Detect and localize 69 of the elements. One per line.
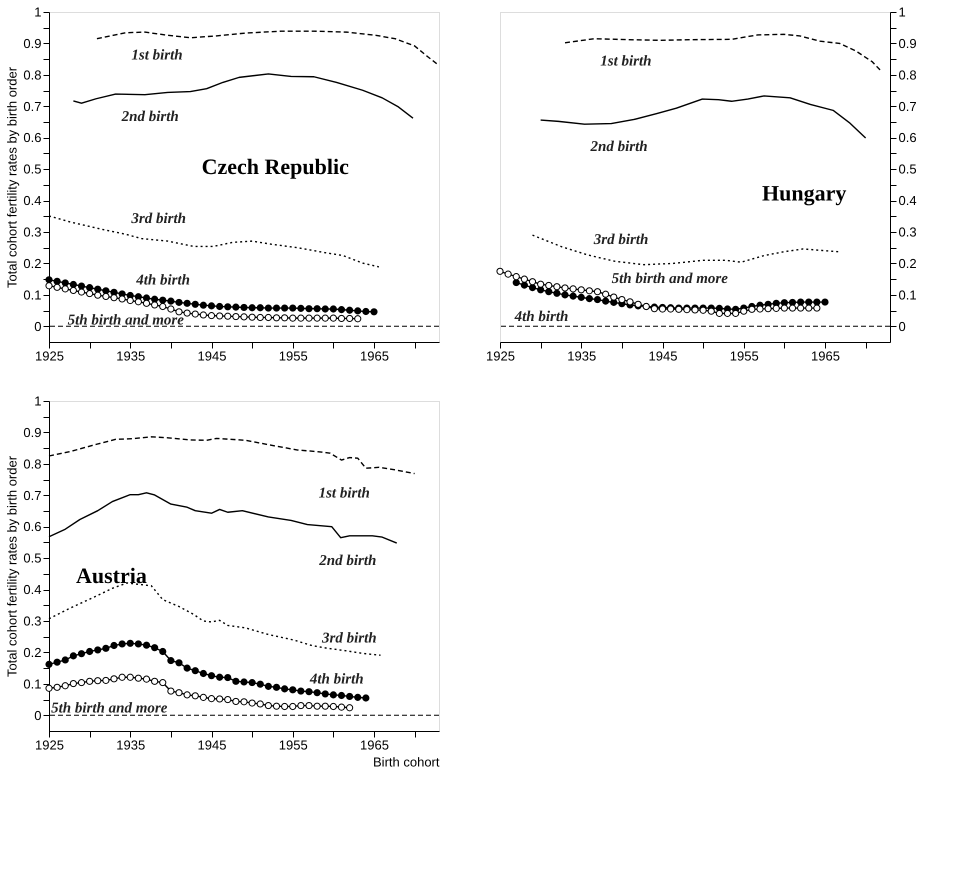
y-tick-label: 0.1 (898, 287, 917, 302)
annotation: 4th birth (308, 671, 364, 688)
annotation: 3rd birth (130, 211, 186, 228)
annotation: 5th birth and more (51, 700, 168, 716)
y-tick-label: 0 (34, 708, 42, 723)
annotation: 2nd birth (120, 109, 179, 126)
y-tick-label: 0.9 (23, 36, 42, 51)
y-tick-label: 1 (34, 394, 42, 408)
y-axis-title: Total cohort fertility rates by birth order (4, 66, 20, 288)
y-axis-title: Total cohort fertility rates by birth order (4, 455, 20, 678)
y-tick-label: 1 (34, 4, 42, 20)
x-tick-label: 1965 (360, 738, 389, 752)
x-tick-label: 1935 (116, 738, 146, 752)
annotation: 2nd birth (590, 139, 648, 156)
y-tick-label: 0.3 (898, 224, 917, 240)
y-tick-label: 0.5 (898, 162, 917, 177)
x-tick-label: 1935 (116, 348, 146, 364)
y-tick-label: 0.2 (23, 256, 42, 271)
text: Hungary (762, 180, 846, 206)
x-tick-label: 1945 (648, 348, 678, 364)
x-tick-label: 1945 (198, 738, 226, 752)
y-tick-label: 0.6 (23, 519, 42, 534)
y-tick-label: 0.9 (898, 36, 917, 51)
y-tick-label: 0.1 (23, 287, 42, 302)
y-tick-label: 0.4 (23, 193, 42, 208)
annotation: 3rd birth (592, 232, 648, 248)
y-tick-label: 0.8 (23, 67, 42, 82)
y-tick-label: 0.5 (23, 162, 42, 177)
annotation: 2nd birth (318, 552, 376, 569)
x-tick-label: 1955 (730, 348, 759, 364)
x-tick-label: 1925 (486, 348, 515, 364)
y-tick-label: 0.7 (898, 98, 917, 114)
x-tick-label: 1925 (35, 738, 64, 752)
x-tick-label: 1965 (811, 348, 840, 364)
y-tick-label: 0.8 (898, 67, 917, 82)
y-tick-label: 0.3 (23, 614, 42, 628)
text: Austria (76, 562, 147, 588)
x-tick-label: 1955 (278, 348, 308, 364)
annotation: 3rd birth (321, 630, 377, 646)
y-tick-label: 0.6 (898, 130, 917, 146)
x-tick-label: 1925 (35, 348, 64, 364)
annotation: 5th birth and more (68, 312, 184, 329)
y-tick-label: 0 (898, 318, 906, 334)
x-tick-label: 1935 (567, 348, 596, 364)
annotation: 4th birth (135, 272, 190, 288)
y-tick-label: 0.2 (23, 644, 42, 660)
x-axis-title: Birth cohort (373, 754, 440, 770)
y-tick-label: 0.8 (23, 456, 42, 472)
y-tick-label: 0.4 (898, 193, 917, 208)
y-tick-label: 0.7 (23, 488, 42, 503)
y-tick-label: 0.4 (23, 582, 42, 598)
annotation: 4th birth (514, 308, 568, 325)
x-tick-label: 1945 (198, 348, 226, 364)
y-tick-label: 0.5 (23, 550, 42, 566)
y-tick-label: 0 (34, 318, 42, 334)
x-tick-label: 1955 (278, 738, 308, 752)
annotation: 1st birth (600, 54, 652, 70)
y-tick-label: 0.3 (23, 224, 42, 240)
text: Czech Republic (202, 154, 350, 180)
annotation: 1st birth (318, 485, 370, 502)
y-tick-label: 1 (898, 4, 906, 20)
y-tick-label: 0.7 (23, 98, 42, 114)
y-tick-label: 0.6 (23, 130, 42, 146)
x-tick-label: 1965 (360, 348, 389, 364)
y-tick-label: 0.2 (898, 256, 917, 271)
y-tick-label: 0.1 (23, 676, 42, 692)
annotation: 5th birth and more (612, 271, 728, 288)
annotation: 1st birth (131, 48, 183, 64)
y-tick-label: 0.9 (23, 424, 42, 440)
